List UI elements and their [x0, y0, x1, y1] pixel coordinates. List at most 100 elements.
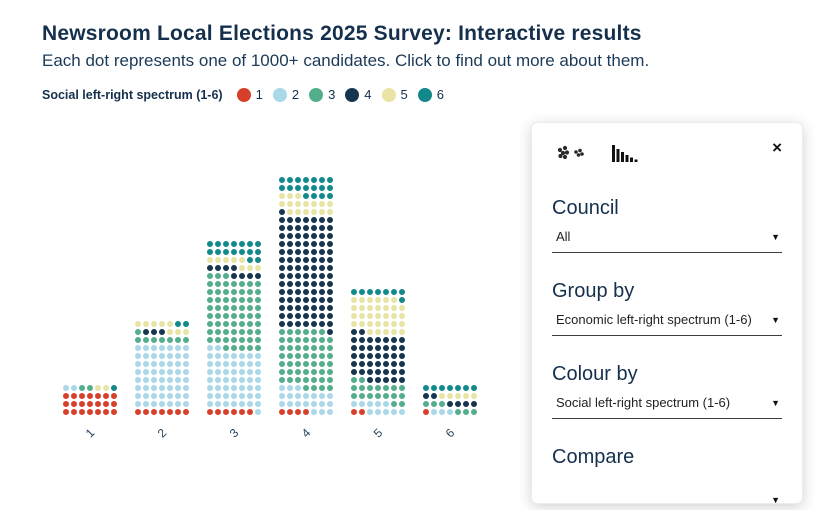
candidate-dot[interactable]	[175, 345, 181, 351]
candidate-dot[interactable]	[63, 401, 69, 407]
candidate-dot[interactable]	[375, 409, 381, 415]
candidate-dot[interactable]	[367, 369, 373, 375]
candidate-dot[interactable]	[223, 281, 229, 287]
candidate-dot[interactable]	[455, 393, 461, 399]
candidate-dot[interactable]	[255, 281, 261, 287]
candidate-dot[interactable]	[287, 401, 293, 407]
candidate-dot[interactable]	[383, 321, 389, 327]
candidate-dot[interactable]	[159, 329, 165, 335]
candidate-dot[interactable]	[231, 321, 237, 327]
candidate-dot[interactable]	[319, 273, 325, 279]
candidate-dot[interactable]	[319, 201, 325, 207]
candidate-dot[interactable]	[239, 321, 245, 327]
candidate-dot[interactable]	[375, 369, 381, 375]
candidate-dot[interactable]	[255, 353, 261, 359]
candidate-dot[interactable]	[207, 241, 213, 247]
candidate-dot[interactable]	[295, 305, 301, 311]
candidate-dot[interactable]	[231, 241, 237, 247]
candidate-dot[interactable]	[223, 265, 229, 271]
candidate-dot[interactable]	[207, 337, 213, 343]
candidate-dot[interactable]	[295, 353, 301, 359]
candidate-dot[interactable]	[79, 385, 85, 391]
candidate-dot[interactable]	[247, 257, 253, 263]
candidate-dot[interactable]	[383, 345, 389, 351]
candidate-dot[interactable]	[231, 369, 237, 375]
candidate-dot[interactable]	[303, 257, 309, 263]
candidate-dot[interactable]	[287, 305, 293, 311]
candidate-dot[interactable]	[223, 305, 229, 311]
close-icon[interactable]: ×	[772, 138, 782, 157]
candidate-dot[interactable]	[207, 321, 213, 327]
candidate-dot[interactable]	[79, 393, 85, 399]
candidate-dot[interactable]	[287, 193, 293, 199]
candidate-dot[interactable]	[319, 217, 325, 223]
candidate-dot[interactable]	[295, 177, 301, 183]
candidate-dot[interactable]	[367, 329, 373, 335]
candidate-dot[interactable]	[287, 225, 293, 231]
candidate-dot[interactable]	[71, 393, 77, 399]
candidate-dot[interactable]	[71, 401, 77, 407]
candidate-dot[interactable]	[295, 329, 301, 335]
candidate-dot[interactable]	[255, 385, 261, 391]
candidate-dot[interactable]	[215, 329, 221, 335]
candidate-dot[interactable]	[303, 345, 309, 351]
candidate-dot[interactable]	[223, 409, 229, 415]
candidate-dot[interactable]	[175, 393, 181, 399]
candidate-dot[interactable]	[151, 353, 157, 359]
candidate-dot[interactable]	[383, 289, 389, 295]
candidate-dot[interactable]	[303, 377, 309, 383]
candidate-dot[interactable]	[383, 401, 389, 407]
candidate-dot[interactable]	[367, 321, 373, 327]
candidate-dot[interactable]	[327, 409, 333, 415]
candidate-dot[interactable]	[143, 385, 149, 391]
candidate-dot[interactable]	[359, 393, 365, 399]
candidate-dot[interactable]	[327, 329, 333, 335]
candidate-dot[interactable]	[279, 217, 285, 223]
candidate-dot[interactable]	[399, 313, 405, 319]
candidate-dot[interactable]	[327, 273, 333, 279]
candidate-dot[interactable]	[239, 241, 245, 247]
candidate-dot[interactable]	[135, 369, 141, 375]
candidate-dot[interactable]	[311, 361, 317, 367]
candidate-dot[interactable]	[375, 345, 381, 351]
candidate-dot[interactable]	[223, 401, 229, 407]
candidate-dot[interactable]	[431, 393, 437, 399]
candidate-dot[interactable]	[367, 385, 373, 391]
candidate-dot[interactable]	[391, 313, 397, 319]
candidate-dot[interactable]	[303, 329, 309, 335]
candidate-dot[interactable]	[311, 193, 317, 199]
candidate-dot[interactable]	[287, 385, 293, 391]
candidate-dot[interactable]	[327, 217, 333, 223]
candidate-dot[interactable]	[367, 361, 373, 367]
candidate-dot[interactable]	[431, 401, 437, 407]
candidate-dot[interactable]	[279, 353, 285, 359]
candidate-dot[interactable]	[279, 393, 285, 399]
candidate-dot[interactable]	[111, 409, 117, 415]
candidate-dot[interactable]	[215, 361, 221, 367]
candidate-dot[interactable]	[295, 345, 301, 351]
candidate-dot[interactable]	[295, 361, 301, 367]
candidate-dot[interactable]	[327, 313, 333, 319]
candidate-dot[interactable]	[279, 281, 285, 287]
candidate-dot[interactable]	[303, 353, 309, 359]
candidate-dot[interactable]	[239, 401, 245, 407]
candidate-dot[interactable]	[143, 329, 149, 335]
candidate-dot[interactable]	[327, 353, 333, 359]
candidate-dot[interactable]	[95, 401, 101, 407]
candidate-dot[interactable]	[255, 257, 261, 263]
candidate-dot[interactable]	[207, 313, 213, 319]
candidate-dot[interactable]	[327, 185, 333, 191]
candidate-dot[interactable]	[351, 321, 357, 327]
candidate-dot[interactable]	[247, 265, 253, 271]
candidate-dot[interactable]	[319, 393, 325, 399]
candidate-dot[interactable]	[295, 321, 301, 327]
candidate-dot[interactable]	[279, 177, 285, 183]
candidate-dot[interactable]	[223, 329, 229, 335]
candidate-dot[interactable]	[367, 345, 373, 351]
candidate-dot[interactable]	[239, 329, 245, 335]
candidate-dot[interactable]	[255, 305, 261, 311]
candidate-dot[interactable]	[311, 353, 317, 359]
candidate-dot[interactable]	[183, 353, 189, 359]
candidate-dot[interactable]	[151, 393, 157, 399]
candidate-dot[interactable]	[295, 289, 301, 295]
